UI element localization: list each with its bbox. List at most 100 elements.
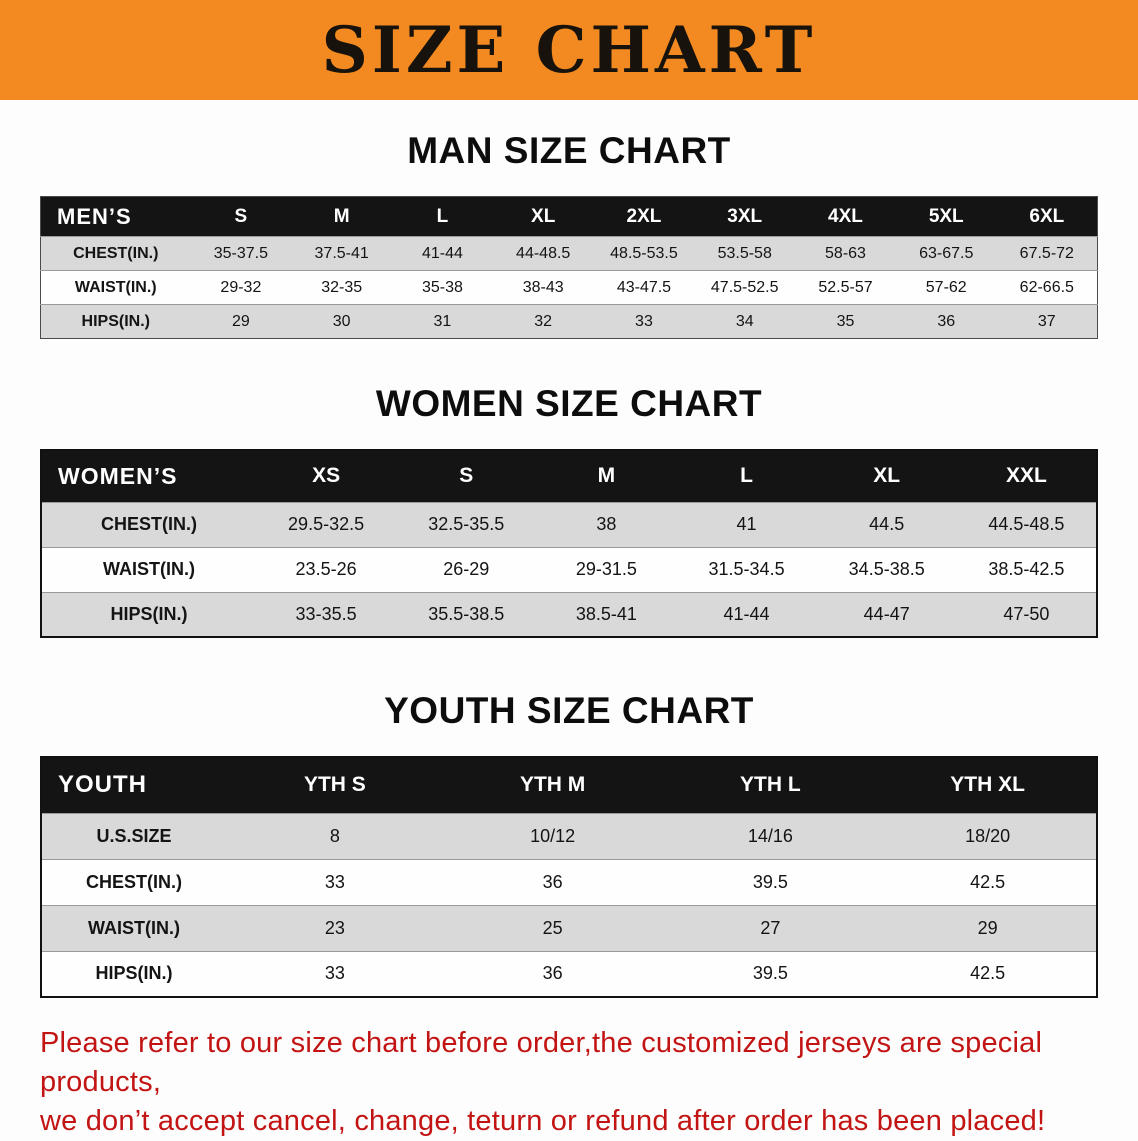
size-column-header: YTH XL: [879, 757, 1097, 813]
row-label: HIPS(IN.): [110, 603, 188, 624]
size-value: 29.5-32.5: [288, 514, 365, 534]
size-value: 44-48.5: [516, 244, 571, 262]
size-value: 63-67.5: [919, 244, 974, 262]
row-label: CHEST(IN.): [101, 514, 197, 534]
size-value: 39.5: [752, 963, 788, 984]
size-value: 48.5-53.5: [610, 244, 678, 262]
size-value: 29: [977, 917, 998, 938]
size-value: 58-63: [825, 244, 866, 262]
size-value: 32.5-35.5: [428, 514, 505, 534]
page-title: SIZE CHART: [321, 12, 817, 88]
size-value: 35-37.5: [213, 244, 269, 262]
size-value: 52.5-57: [818, 278, 873, 296]
size-value: 23.5-26: [295, 559, 357, 579]
size-column-header: 5XL: [895, 196, 997, 237]
disclaimer: Please refer to our size chart before or…: [40, 1024, 1098, 1141]
table-row: U.S.SIZE 8 10/12 14/16 18/20: [41, 813, 1097, 859]
size-value: 62-66.5: [1019, 278, 1074, 296]
size-value: 34.5-38.5: [848, 559, 925, 579]
disclaimer-line-1: Please refer to our size chart before or…: [40, 1027, 1043, 1098]
size-value: 53.5-58: [717, 244, 772, 262]
table-row: HIPS(IN.) 33 36 39.5 42.5: [41, 951, 1097, 997]
size-value: 32: [534, 312, 553, 330]
size-value: 41-44: [723, 603, 770, 624]
size-value: 39.5: [752, 871, 788, 892]
size-value: 10/12: [530, 825, 576, 846]
size-column-header: L: [392, 196, 493, 237]
size-value: 31: [433, 312, 452, 330]
size-column-header: YTH L: [661, 757, 880, 813]
table-row: WAIST(IN.) 29-32 32-35 35-38 38-43 43-47.5 47.…: [40, 270, 1098, 305]
size-value: 47-50: [1003, 603, 1050, 624]
size-value: 31.5-34.5: [708, 559, 785, 579]
banner: SIZE CHART: [0, 0, 1138, 100]
size-value: 33: [324, 963, 345, 984]
size-value: 29: [231, 312, 250, 330]
size-value: 44-47: [863, 603, 910, 624]
size-value: 33: [635, 312, 653, 330]
size-value: 33-35.5: [295, 603, 357, 624]
size-column-header: 4XL: [795, 196, 896, 237]
youth-size-chart-section: YOUTH SIZE CHART YOUTH YTH S YTH M YTH L YTH…: [0, 690, 1138, 998]
size-value: 35-38: [421, 278, 463, 296]
size-column-header: 6XL: [996, 196, 1098, 237]
disclaimer-line-2: we don’t accept cancel, change, teturn o…: [40, 1105, 1046, 1137]
table-row: CHEST(IN.) 33 36 39.5 42.5: [41, 859, 1097, 905]
table-corner-label: YOUTH: [41, 757, 226, 813]
size-value: 30: [332, 312, 351, 330]
table-header-row: WOMEN’S XS S M L XL XXL: [41, 450, 1097, 502]
women-size-chart-section: WOMEN SIZE CHART WOMEN’S XS S M L XL XXL CHEST(…: [0, 383, 1138, 638]
size-column-header: XL: [492, 196, 594, 237]
row-label: CHEST(IN.): [86, 871, 182, 892]
size-value: 41: [736, 514, 757, 534]
size-value: 36: [937, 312, 956, 330]
table-row: HIPS(IN.) 33-35.5 35.5-38.5 38.5-41 41-44 44-…: [41, 592, 1097, 637]
section-title-men: MAN SIZE CHART: [407, 130, 731, 171]
table-row: WAIST(IN.) 23 25 27 29: [41, 905, 1097, 951]
size-value: 26-29: [443, 559, 490, 579]
size-value: 47.5-52.5: [710, 278, 779, 296]
size-value: 33: [324, 871, 345, 892]
size-column-header: M: [536, 450, 677, 502]
row-label: WAIST(IN.): [103, 559, 195, 579]
row-label: U.S.SIZE: [96, 825, 172, 846]
size-value: 44.5: [869, 514, 905, 534]
men-size-table: MEN’S S M L XL 2XL 3XL 4XL 5XL 6XL CHEST(IN.) 35-37…: [40, 196, 1098, 339]
table-row: CHEST(IN.) 35-37.5 37.5-41 41-44 44-48.5 48.5…: [40, 236, 1098, 271]
size-value: 18/20: [965, 825, 1011, 846]
table-corner-label: MEN’S: [40, 196, 191, 237]
size-value: 42.5: [970, 871, 1006, 892]
size-value: 41-44: [421, 244, 463, 262]
size-value: 38.5-42.5: [988, 559, 1065, 579]
size-value: 43-47.5: [616, 278, 672, 296]
row-label: WAIST(IN.): [74, 278, 157, 296]
table-row: CHEST(IN.) 29.5-32.5 32.5-35.5 38 41 44.5 44.5…: [41, 502, 1097, 547]
size-column-header: 2XL: [593, 196, 695, 237]
size-value: 35: [836, 312, 855, 330]
size-column-header: S: [190, 196, 292, 237]
row-label: CHEST(IN.): [73, 244, 159, 262]
size-value: 25: [542, 917, 563, 938]
row-label: HIPS(IN.): [81, 312, 150, 330]
section-title-youth: YOUTH SIZE CHART: [384, 690, 754, 731]
table-header-row: YOUTH YTH S YTH M YTH L YTH XL: [41, 757, 1097, 813]
size-column-header: XL: [816, 450, 957, 502]
size-value: 44.5-48.5: [988, 514, 1065, 534]
size-value: 23: [324, 917, 345, 938]
size-column-header: L: [676, 450, 817, 502]
size-column-header: S: [396, 450, 537, 502]
size-value: 36: [542, 963, 563, 984]
size-value: 14/16: [747, 825, 793, 846]
size-column-header: XS: [256, 450, 397, 502]
row-label: HIPS(IN.): [95, 963, 173, 984]
table-corner-label: WOMEN’S: [41, 450, 256, 502]
size-value: 35.5-38.5: [428, 603, 505, 624]
row-label: WAIST(IN.): [88, 917, 180, 938]
size-column-header: YTH S: [226, 757, 444, 813]
size-value: 38-43: [522, 278, 564, 296]
size-value: 38: [596, 514, 617, 534]
size-value: 57-62: [925, 278, 967, 296]
table-row: HIPS(IN.) 29 30 31 32 33 34 35 36 37: [40, 304, 1098, 339]
size-value: 8: [329, 825, 340, 846]
section-title-women: WOMEN SIZE CHART: [375, 383, 763, 424]
